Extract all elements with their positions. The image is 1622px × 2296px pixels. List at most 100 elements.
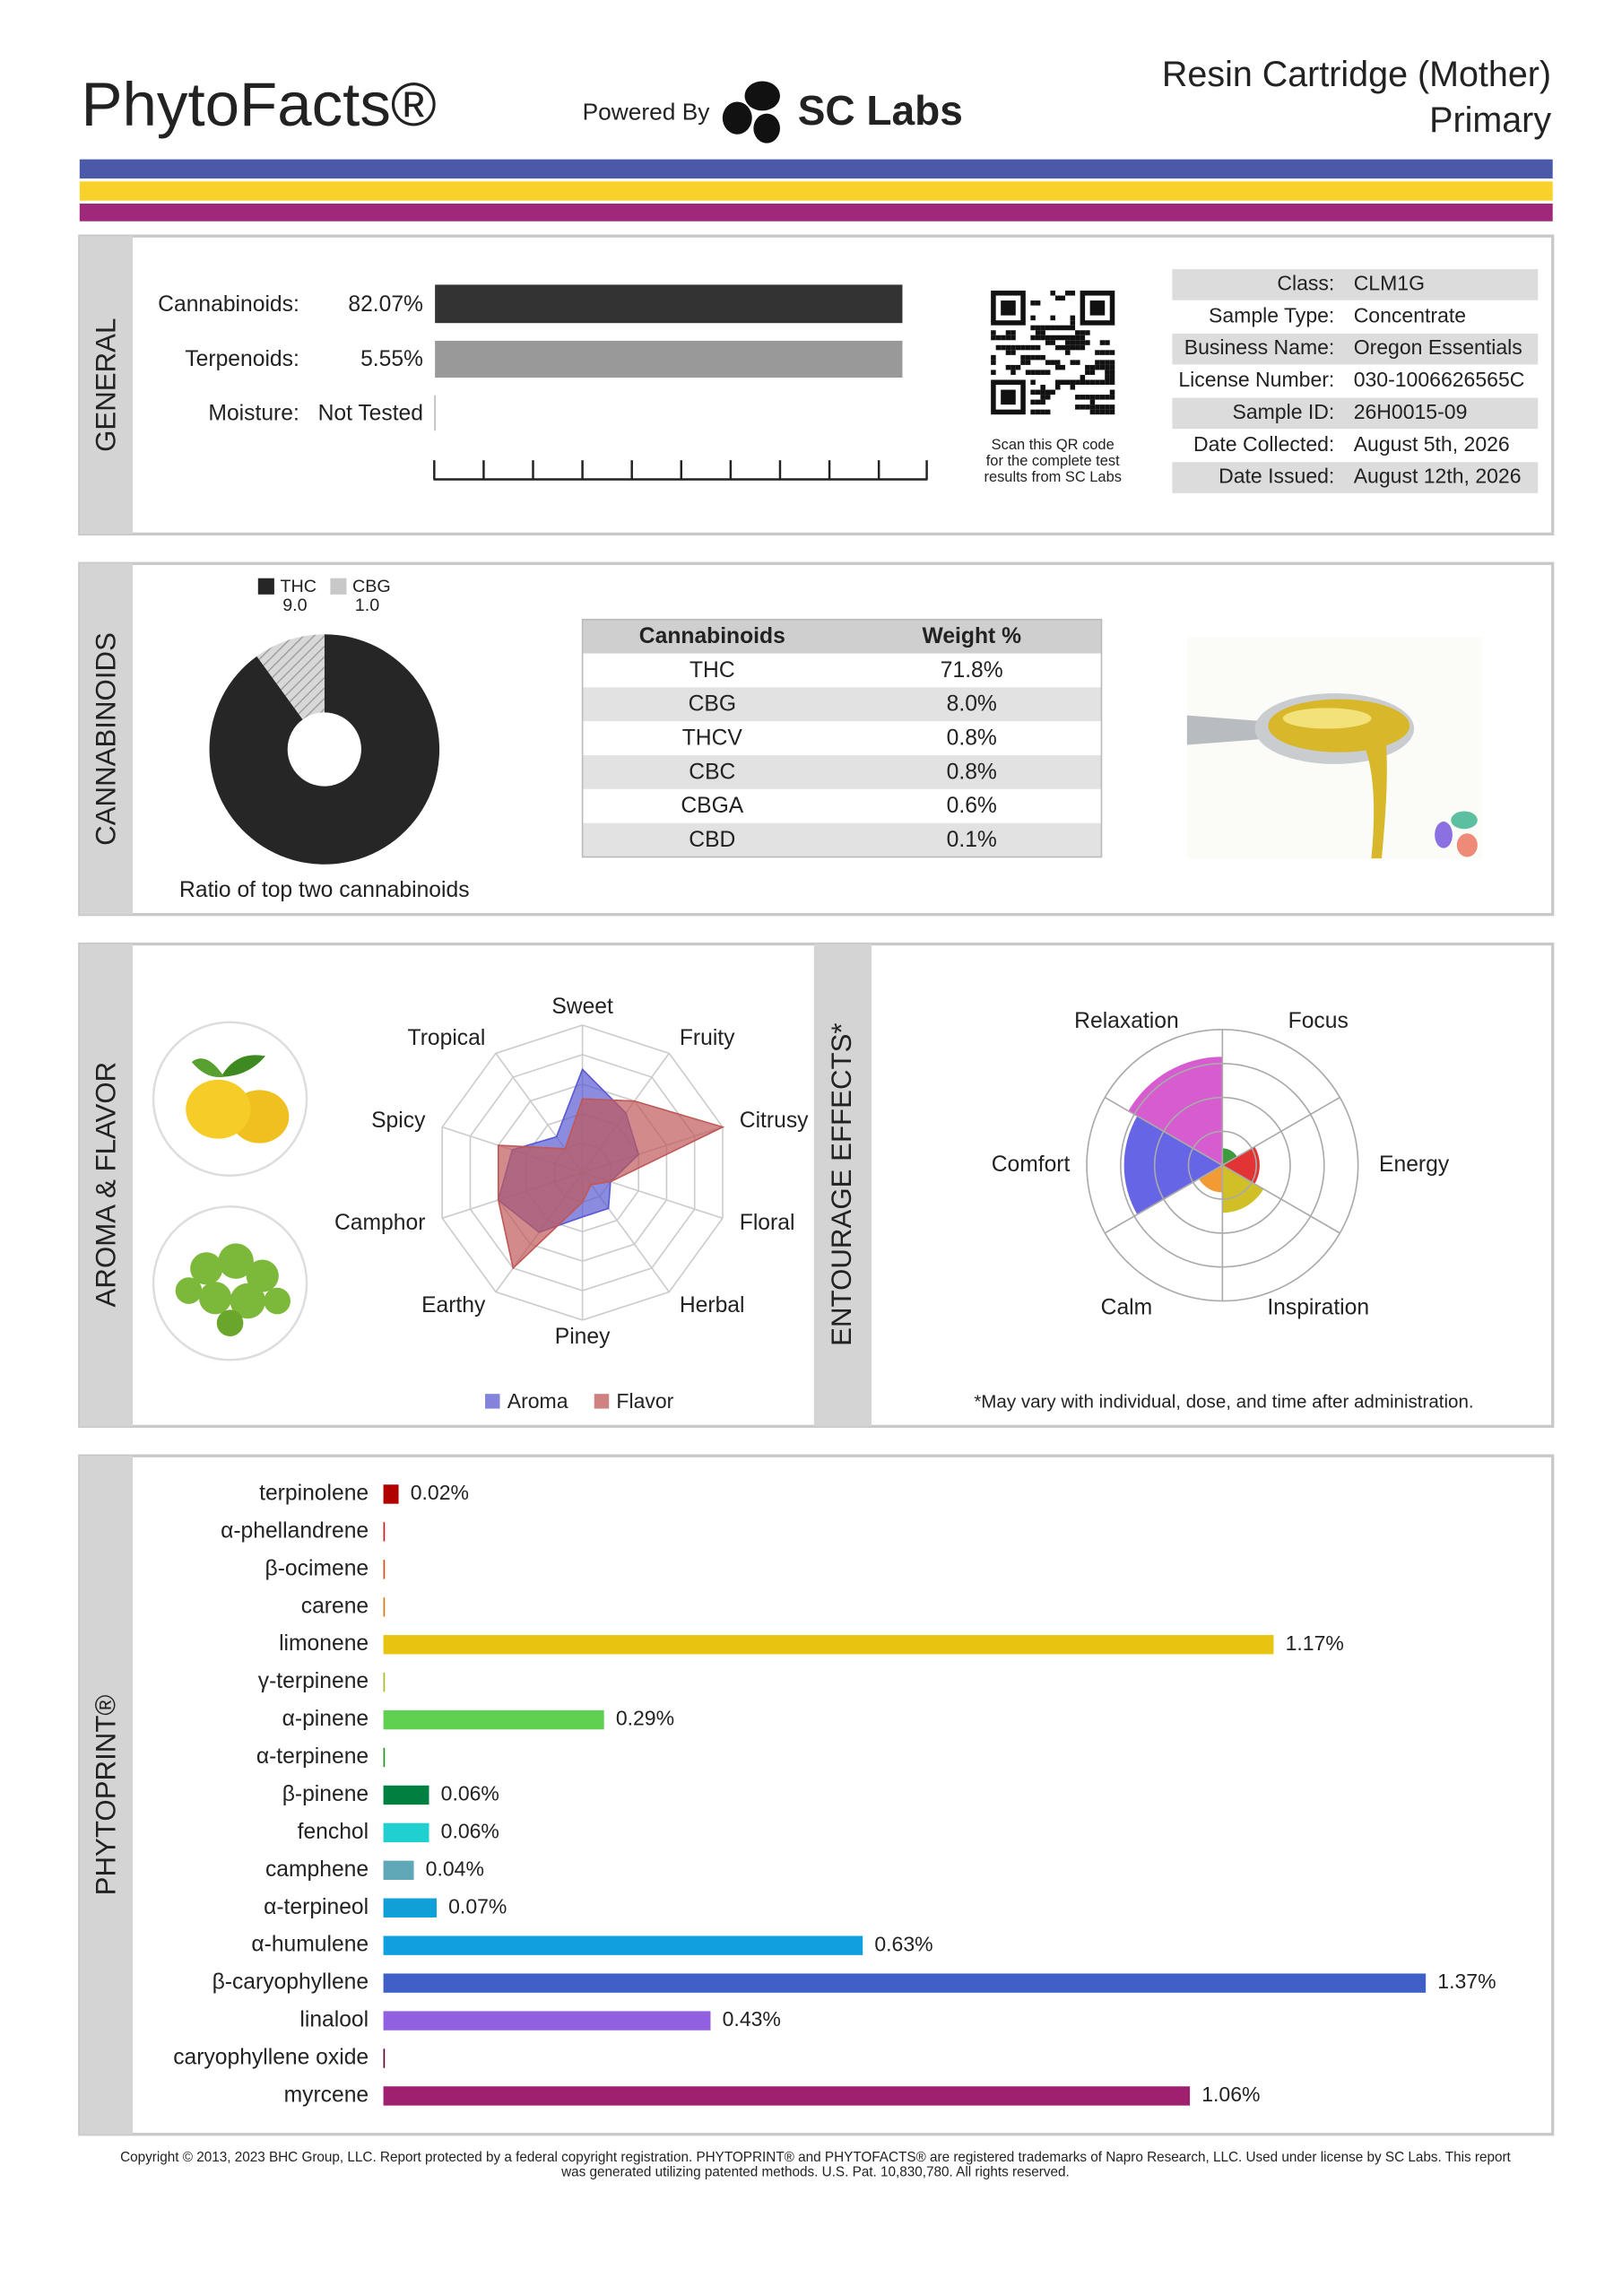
qr-module — [1010, 330, 1016, 335]
qr-module — [991, 354, 996, 361]
terpene-bar — [383, 1973, 1427, 1993]
table-cell: 0.6% — [947, 794, 997, 818]
qr-module — [1070, 344, 1076, 351]
qr-module — [1080, 379, 1086, 386]
qr-module — [1089, 399, 1096, 405]
qr-module — [1035, 344, 1041, 351]
polar-sector — [1128, 1057, 1223, 1166]
terpene-bar — [383, 1635, 1274, 1655]
powered-by: Powered By — [583, 99, 711, 126]
qr-module — [1070, 315, 1076, 321]
table-row-bg — [582, 822, 1102, 857]
qr-module — [1105, 360, 1110, 365]
polar-spoke — [1104, 1164, 1223, 1234]
qr-module — [1109, 374, 1115, 380]
lemon-icon — [152, 1021, 308, 1177]
effect-label: Comfort — [992, 1152, 1071, 1177]
qr-module — [1040, 389, 1045, 396]
qr-module — [1099, 350, 1106, 355]
qr-module — [1035, 389, 1041, 396]
effect-label: Inspiration — [1267, 1295, 1369, 1319]
terpene-bar — [383, 1709, 604, 1730]
qr-module — [1025, 360, 1031, 365]
table-cell: CBC — [689, 760, 735, 784]
qr-caption: Scan this QR code — [992, 437, 1115, 453]
qr-module — [1025, 370, 1031, 375]
terpene-bar — [383, 2011, 711, 2031]
detail-value: 030-1006626565C — [1354, 368, 1525, 391]
qr-module — [1099, 379, 1106, 386]
legend-label: Flavor — [616, 1389, 673, 1413]
qr-module — [1050, 389, 1055, 396]
terpene-label: caryophyllene oxide — [173, 2046, 369, 2070]
qr-module — [1050, 335, 1055, 341]
qr-module — [1045, 389, 1051, 396]
qr-module — [1060, 325, 1066, 331]
terpene-bar — [383, 2048, 386, 2068]
detail-value: August 5th, 2026 — [1354, 432, 1510, 456]
qr-module — [991, 335, 996, 341]
table-row-bg — [582, 653, 1102, 688]
qr-module — [1109, 370, 1115, 375]
qr-module — [1030, 370, 1036, 375]
qr-module — [1060, 295, 1066, 301]
table-cell: 71.8% — [941, 658, 1003, 683]
qr-module — [1060, 344, 1066, 351]
qr-module — [1099, 409, 1106, 415]
detail-value: 26H0015-09 — [1354, 400, 1468, 423]
qr-module — [1030, 315, 1036, 321]
general-value: 82.07% — [348, 292, 423, 317]
qr-module — [1060, 379, 1066, 386]
section-bands — [79, 236, 872, 2135]
qr-module — [1085, 364, 1090, 370]
qr-module — [1065, 350, 1071, 355]
effect-label: Calm — [1101, 1295, 1153, 1319]
qr-module — [1010, 350, 1016, 355]
hops-icon — [152, 1205, 308, 1361]
stripe — [79, 181, 1553, 201]
terpene-label: α-phellandrene — [221, 1518, 369, 1543]
radar-axis-label: Tropical — [408, 1026, 486, 1050]
qr-module — [1075, 335, 1080, 341]
qr-module — [1025, 354, 1031, 361]
detail-label: Sample ID: — [1232, 400, 1334, 423]
qr-module — [1070, 340, 1076, 345]
pie-slice — [209, 634, 440, 865]
terpene-label: β-ocimene — [265, 1556, 369, 1580]
qr-module — [1080, 395, 1086, 400]
qr-module — [1050, 360, 1055, 365]
qr-module — [1075, 395, 1080, 400]
legend-swatch — [485, 1394, 500, 1409]
qr-module — [1005, 364, 1011, 370]
qr-module — [1050, 315, 1055, 321]
table-row-bg — [582, 687, 1102, 722]
radar-axis-label: Earthy — [421, 1293, 486, 1318]
qr-module — [1085, 395, 1090, 400]
qr-module — [1075, 330, 1080, 335]
qr-module — [1109, 379, 1115, 386]
qr-module — [1109, 395, 1115, 400]
radar-axis-label: Fruity — [680, 1026, 735, 1050]
radar-axis-label: Sweet — [551, 995, 613, 1019]
table-cell: 8.0% — [947, 692, 997, 717]
qr-module — [1105, 404, 1110, 410]
qr-module — [1054, 379, 1061, 386]
qr-module — [1089, 364, 1096, 370]
legend-label: Aroma — [507, 1389, 568, 1413]
terpene-value: 0.29% — [616, 1707, 674, 1730]
legend-label: THC — [280, 577, 317, 596]
qr-module — [1020, 360, 1026, 365]
qr-module — [1080, 404, 1086, 410]
detail-value: Concentrate — [1354, 303, 1466, 326]
qr-module — [1030, 409, 1036, 415]
qr-module — [1099, 395, 1106, 400]
qr-module — [1095, 350, 1100, 355]
detail-row-bg — [1172, 269, 1539, 300]
qr-module — [1054, 325, 1061, 331]
terpene-bar — [383, 2086, 1191, 2106]
copyright: was generated utilizing patented methods… — [560, 2164, 1070, 2179]
legend-value: 9.0 — [282, 596, 307, 615]
qr-module — [1040, 330, 1045, 335]
qr-module — [1030, 354, 1036, 361]
qr-module — [1085, 370, 1090, 375]
